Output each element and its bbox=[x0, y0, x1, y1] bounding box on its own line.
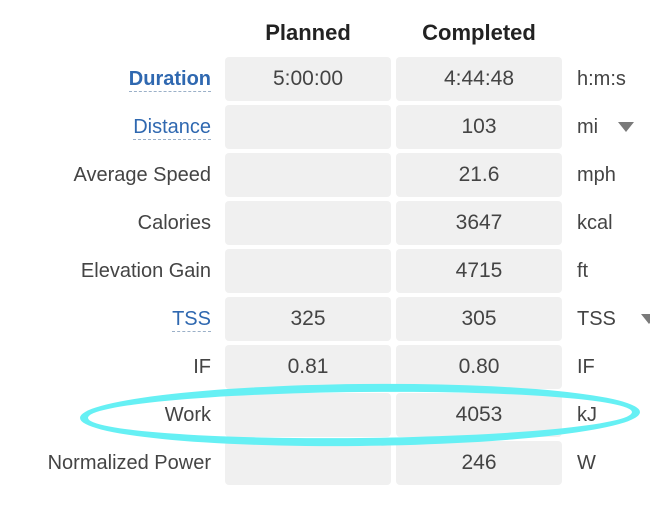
tss-completed-field[interactable]: 305 bbox=[396, 297, 562, 341]
header-planned: Planned bbox=[265, 20, 351, 45]
calories-completed-field[interactable]: 3647 bbox=[396, 201, 562, 245]
duration-label[interactable]: Duration bbox=[128, 68, 211, 92]
tss-unit[interactable]: TSS bbox=[577, 308, 616, 330]
work-label: Work bbox=[164, 404, 211, 426]
duration-completed-field[interactable]: 4:44:48 bbox=[396, 57, 562, 101]
metric-row-tss: TSS 325 305 TSS bbox=[0, 297, 650, 341]
duration-planned-field[interactable]: 5:00:00 bbox=[225, 57, 391, 101]
header-completed: Completed bbox=[422, 20, 536, 45]
metric-row-work: Work 4053 kJ bbox=[0, 393, 650, 437]
elevation-gain-unit: ft bbox=[577, 260, 589, 282]
normalized-power-planned-field[interactable] bbox=[225, 441, 391, 485]
metric-row-duration: Duration 5:00:00 4:44:48 h:m:s bbox=[0, 57, 650, 101]
average-speed-unit: mph bbox=[577, 164, 616, 186]
distance-unit[interactable]: mi bbox=[577, 116, 599, 138]
elevation-gain-planned-field[interactable] bbox=[225, 249, 391, 293]
calories-unit: kcal bbox=[577, 212, 613, 234]
normalized-power-label: Normalized Power bbox=[47, 452, 211, 474]
average-speed-planned-field[interactable] bbox=[225, 153, 391, 197]
average-speed-label: Average Speed bbox=[73, 164, 211, 186]
work-completed-field[interactable]: 4053 bbox=[396, 393, 562, 437]
tss-planned-field[interactable]: 325 bbox=[225, 297, 391, 341]
normalized-power-unit: W bbox=[577, 452, 596, 474]
elevation-gain-completed-field[interactable]: 4715 bbox=[396, 249, 562, 293]
work-unit: kJ bbox=[577, 404, 597, 426]
calories-label: Calories bbox=[137, 212, 211, 234]
normalized-power-completed-field[interactable]: 246 bbox=[396, 441, 562, 485]
caret-down-icon[interactable] bbox=[641, 314, 650, 324]
metric-row-distance: Distance 103 mi bbox=[0, 105, 650, 149]
duration-unit: h:m:s bbox=[577, 68, 626, 90]
elevation-gain-label: Elevation Gain bbox=[80, 260, 211, 282]
metric-row-calories: Calories 3647 kcal bbox=[0, 201, 650, 245]
distance-label[interactable]: Distance bbox=[133, 116, 211, 140]
distance-planned-field[interactable] bbox=[225, 105, 391, 149]
if-planned-field[interactable]: 0.81 bbox=[225, 345, 391, 389]
work-planned-field[interactable] bbox=[225, 393, 391, 437]
caret-down-icon[interactable] bbox=[618, 122, 634, 132]
tss-label[interactable]: TSS bbox=[172, 308, 211, 332]
metric-row-normalized-power: Normalized Power 246 W bbox=[0, 441, 650, 485]
metric-row-average-speed: Average Speed 21.6 mph bbox=[0, 153, 650, 197]
metric-row-elevation-gain: Elevation Gain 4715 ft bbox=[0, 249, 650, 293]
distance-completed-field[interactable]: 103 bbox=[396, 105, 562, 149]
if-completed-field[interactable]: 0.80 bbox=[396, 345, 562, 389]
if-label: IF bbox=[193, 356, 211, 378]
metric-row-if: IF 0.81 0.80 IF bbox=[0, 345, 650, 389]
average-speed-completed-field[interactable]: 21.6 bbox=[396, 153, 562, 197]
calories-planned-field[interactable] bbox=[225, 201, 391, 245]
if-unit: IF bbox=[577, 356, 595, 378]
